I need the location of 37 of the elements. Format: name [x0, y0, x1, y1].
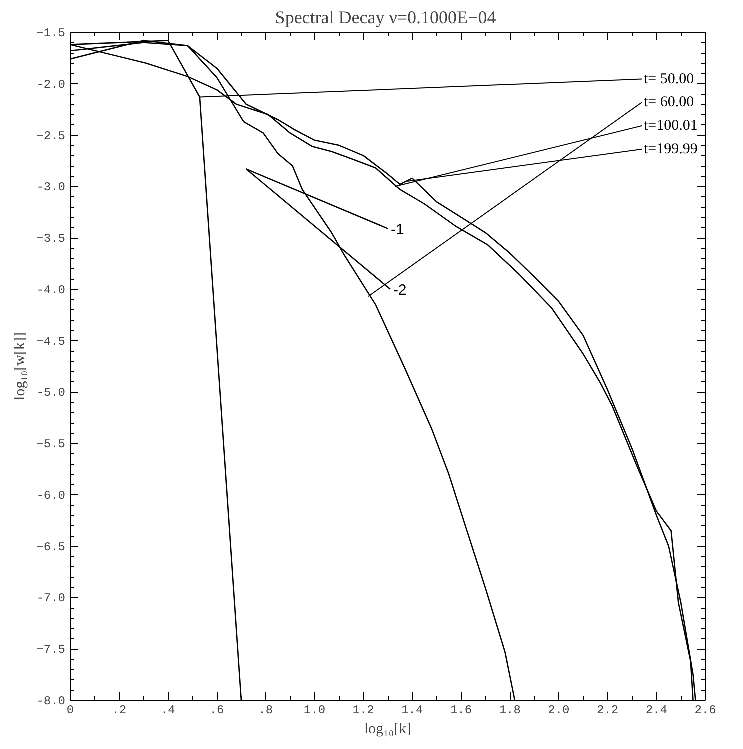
- y-axis-title: log₁₀[w[k]]: [12, 332, 29, 400]
- x-tick-label: 2.0: [548, 704, 570, 718]
- annotation: t= 50.00: [644, 71, 694, 88]
- y-tick-label: -8.0: [36, 694, 66, 708]
- x-tick-label: .2: [112, 704, 127, 718]
- x-tick-label: .4: [160, 704, 176, 718]
- y-tick-label: −2.5: [36, 129, 66, 144]
- x-tick-label: 1.0: [304, 704, 326, 718]
- y-tick-label: −3.5: [36, 232, 66, 246]
- y-tick-label: -7.0: [36, 592, 66, 606]
- x-tick-label: 2.2: [597, 704, 619, 718]
- y-tick-label: −6.5: [36, 540, 66, 554]
- chart-title: Spectral Decay ν=0.1000E−04: [275, 8, 496, 28]
- annotation: t=100.01: [644, 118, 698, 134]
- x-tick-label: 1.8: [499, 704, 521, 718]
- series-label: -1: [391, 221, 404, 238]
- x-tick-label: 1.2: [352, 704, 374, 718]
- x-tick-label: 1.4: [402, 704, 424, 718]
- series-label: -2: [393, 282, 407, 299]
- x-axis-title: log₁₀[k]: [364, 722, 412, 738]
- annotation: t=199.99: [644, 141, 698, 158]
- x-tick-label: .8: [258, 704, 274, 718]
- x-tick-label: 1.6: [450, 704, 472, 718]
- y-tick-label: -5.0: [36, 386, 66, 400]
- y-tick-label: -2.0: [36, 78, 66, 92]
- x-tick-label: .6: [210, 704, 224, 718]
- x-tick-label: 2.4: [646, 704, 668, 718]
- y-tick-label: -4.0: [36, 283, 66, 298]
- y-tick-label: −7.5: [36, 643, 66, 658]
- y-tick-label: −4.5: [36, 334, 66, 349]
- x-tick-label: 0: [66, 704, 74, 718]
- annotation: t= 60.00: [644, 94, 694, 111]
- y-tick-label: -3.0: [36, 180, 66, 195]
- y-tick-label: −1.5: [36, 26, 66, 40]
- y-tick-label: -6.0: [36, 488, 66, 503]
- x-tick-label: 2.6: [694, 704, 716, 718]
- y-tick-label: −5.5: [36, 438, 66, 452]
